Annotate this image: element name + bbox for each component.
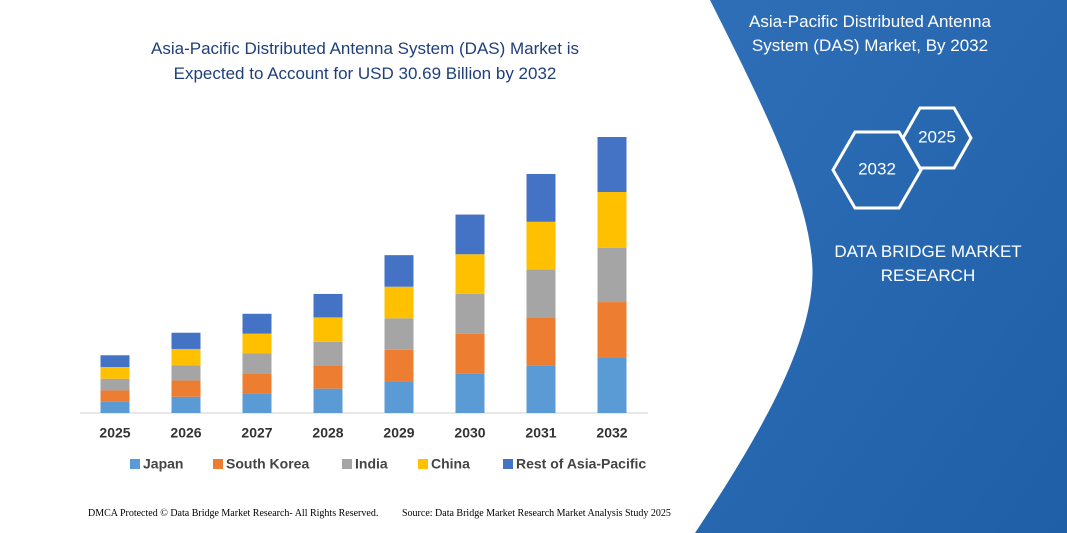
hexagon-label: 2032 xyxy=(858,159,896,178)
bar-segment xyxy=(455,293,485,334)
panel-title: Asia-Pacific Distributed Antenna System … xyxy=(749,12,991,55)
hexagon xyxy=(901,106,973,170)
x-tick-label: 2031 xyxy=(525,425,556,441)
legend-label: Rest of Asia-Pacific xyxy=(516,456,646,472)
x-tick-label: 2030 xyxy=(454,425,485,441)
legend-swatch xyxy=(418,459,428,469)
bar-segment xyxy=(526,221,556,270)
bar-segment xyxy=(242,373,272,394)
bar-segment xyxy=(100,367,130,379)
bar-segment xyxy=(313,341,343,366)
bar-segment xyxy=(455,254,485,294)
bar-segment xyxy=(171,348,201,366)
legend-swatch xyxy=(130,459,140,469)
bar-segment xyxy=(526,269,556,318)
bar-segment xyxy=(384,381,414,413)
bar-segment xyxy=(242,313,272,334)
bar-segment xyxy=(171,332,201,349)
bar-segment xyxy=(100,355,130,367)
bar-segment xyxy=(242,333,272,354)
legend-swatch xyxy=(342,459,352,469)
legend-label: China xyxy=(431,456,470,472)
hexagon xyxy=(831,130,923,210)
bar-segment xyxy=(100,390,130,402)
bar-segment xyxy=(100,378,130,391)
bar-segment xyxy=(171,380,201,397)
bar-segment xyxy=(313,317,343,342)
bar-segment xyxy=(384,349,414,382)
x-tick-label: 2025 xyxy=(99,425,130,441)
legend-label: South Korea xyxy=(226,456,309,472)
bar-segment xyxy=(384,255,414,287)
bar-segment xyxy=(242,353,272,374)
legend-label: India xyxy=(355,456,388,472)
x-tick-label: 2027 xyxy=(241,425,272,441)
bar-segment xyxy=(526,317,556,366)
bar-segment xyxy=(171,365,201,381)
legend-swatch xyxy=(213,459,223,469)
brand: DATA BRIDGE MARKET RESEARCH xyxy=(834,242,1022,285)
bar-segment xyxy=(597,302,627,358)
bar-segment xyxy=(597,192,627,248)
x-tick-label: 2029 xyxy=(383,425,414,441)
legend-label: Japan xyxy=(143,456,183,472)
chart-title: Asia-Pacific Distributed Antenna System … xyxy=(151,39,579,83)
bar-segment xyxy=(313,388,343,413)
bar-segment xyxy=(313,365,343,389)
footer-right: Source: Data Bridge Market Research Mark… xyxy=(402,508,671,519)
bar-segment xyxy=(384,286,414,319)
bar-segment xyxy=(384,318,414,350)
bar-segment xyxy=(597,247,627,303)
bar-segment xyxy=(100,401,130,413)
bar-segment xyxy=(455,214,485,255)
legend-swatch xyxy=(503,459,513,469)
side-panel xyxy=(695,0,1067,533)
bar-segment xyxy=(526,173,556,222)
bar-segment xyxy=(455,333,485,374)
x-tick-label: 2032 xyxy=(596,425,627,441)
bar-segment xyxy=(171,396,201,413)
bar-segment xyxy=(597,137,627,193)
bar-segment xyxy=(597,357,627,413)
bar-segment xyxy=(455,373,485,413)
x-tick-label: 2028 xyxy=(312,425,343,441)
hexagon-label: 2025 xyxy=(918,127,956,146)
bar-segment xyxy=(313,293,343,318)
bar-segment xyxy=(526,365,556,413)
bar-segment xyxy=(242,393,272,413)
footer-left: DMCA Protected © Data Bridge Market Rese… xyxy=(88,508,379,519)
x-tick-label: 2026 xyxy=(170,425,201,441)
